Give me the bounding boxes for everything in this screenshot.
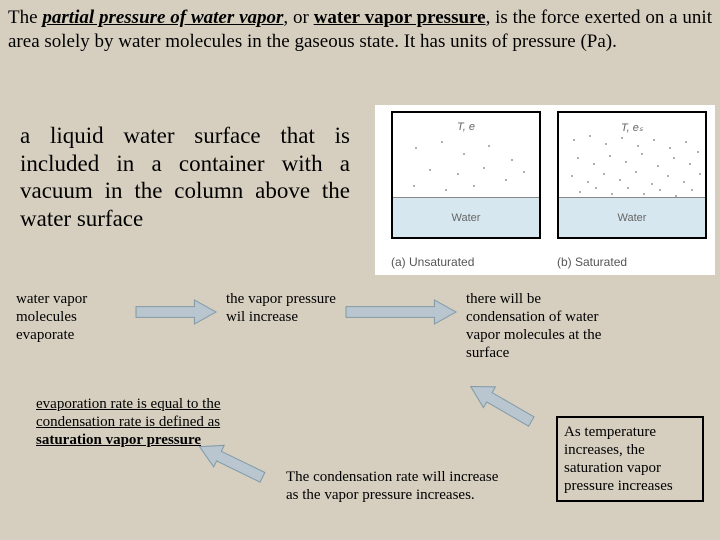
intro-mid: , or — [283, 7, 313, 28]
panel-a-water: Water — [393, 197, 539, 237]
panel-b-top-label: T, eₛ — [621, 121, 643, 134]
arrow-icon — [136, 300, 216, 324]
panel-b-caption: (b) Saturated — [557, 255, 627, 269]
step-temperature-box: As temperature increases, the saturation… — [556, 416, 704, 502]
intro-paragraph: The partial pressure of water vapor, or … — [8, 6, 712, 54]
intro-term1: partial pressure of water vapor — [42, 7, 283, 28]
step-pressure-increase: the vapor pressure wil increase — [226, 290, 336, 326]
panel-saturated: T, eₛ Water — [557, 111, 707, 239]
arrow-icon — [346, 300, 456, 324]
intro-prefix: The — [8, 7, 42, 28]
panel-a-top-label: T, e — [457, 121, 475, 133]
step-evaporate: water vapor molecules evaporate — [16, 290, 131, 344]
panel-unsaturated: T, e Water — [391, 111, 541, 239]
intro-term2: water vapor pressure — [314, 7, 486, 28]
panel-b-water: Water — [559, 197, 705, 237]
saturation-diagrams: T, e Water T, eₛ Water (a) Unsaturated (… — [375, 105, 715, 275]
step-condensation: there will be condensation of water vapo… — [466, 290, 616, 362]
arrow-icon — [465, 376, 538, 432]
liquid-surface-description: a liquid water surface that is included … — [20, 122, 350, 232]
step-condensation-rate: The condensation rate will increase as t… — [286, 468, 506, 504]
step-saturation-definition: evaporation rate is equal to the condens… — [36, 395, 296, 449]
panel-a-caption: (a) Unsaturated — [391, 255, 474, 269]
